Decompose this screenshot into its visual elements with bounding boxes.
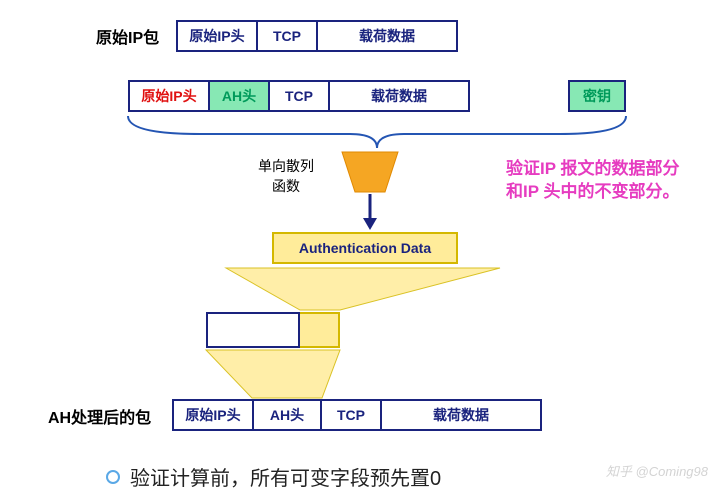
cell-ip-header: 原始IP头	[172, 399, 254, 431]
watermark: 知乎 @Coming98	[606, 461, 708, 480]
cell-ip-header: 原始IP头	[176, 20, 258, 52]
note-text: 验证IP 报文的数据部分和IP 头中的不变部分。	[506, 158, 692, 204]
cell-payload: 载荷数据	[330, 80, 470, 112]
label-hash-function: 单向散列 函数	[258, 156, 314, 196]
cell-ah-green: AH头	[210, 80, 270, 112]
cell-tcp: TCP	[270, 80, 330, 112]
row-intermediate	[206, 312, 340, 348]
bullet-icon	[106, 470, 120, 484]
row-processed-packet: 原始IP头 AH头 TCP 载荷数据	[172, 399, 542, 431]
row-with-ah: 原始IP头 AH头 TCP 载荷数据	[128, 80, 470, 112]
row-original-packet: 原始IP头 TCP 载荷数据	[176, 20, 458, 52]
label-original-packet: 原始IP包	[96, 24, 159, 48]
label-processed-packet: AH处理后的包	[48, 404, 151, 428]
cell-empty	[206, 312, 300, 348]
cell-payload: 载荷数据	[318, 20, 458, 52]
auth-data-box: Authentication Data	[272, 232, 458, 264]
cell-payload: 载荷数据	[382, 399, 542, 431]
cell-ip-header-red: 原始IP头	[128, 80, 210, 112]
cell-key: 密钥	[568, 80, 626, 112]
cell-ah: AH头	[254, 399, 322, 431]
cell-tcp: TCP	[258, 20, 318, 52]
cell-yellow	[300, 312, 340, 348]
bullet-note: 验证计算前，所有可变字段预先置0	[106, 462, 441, 491]
bullet-text: 验证计算前，所有可变字段预先置0	[130, 462, 441, 491]
cell-tcp: TCP	[322, 399, 382, 431]
